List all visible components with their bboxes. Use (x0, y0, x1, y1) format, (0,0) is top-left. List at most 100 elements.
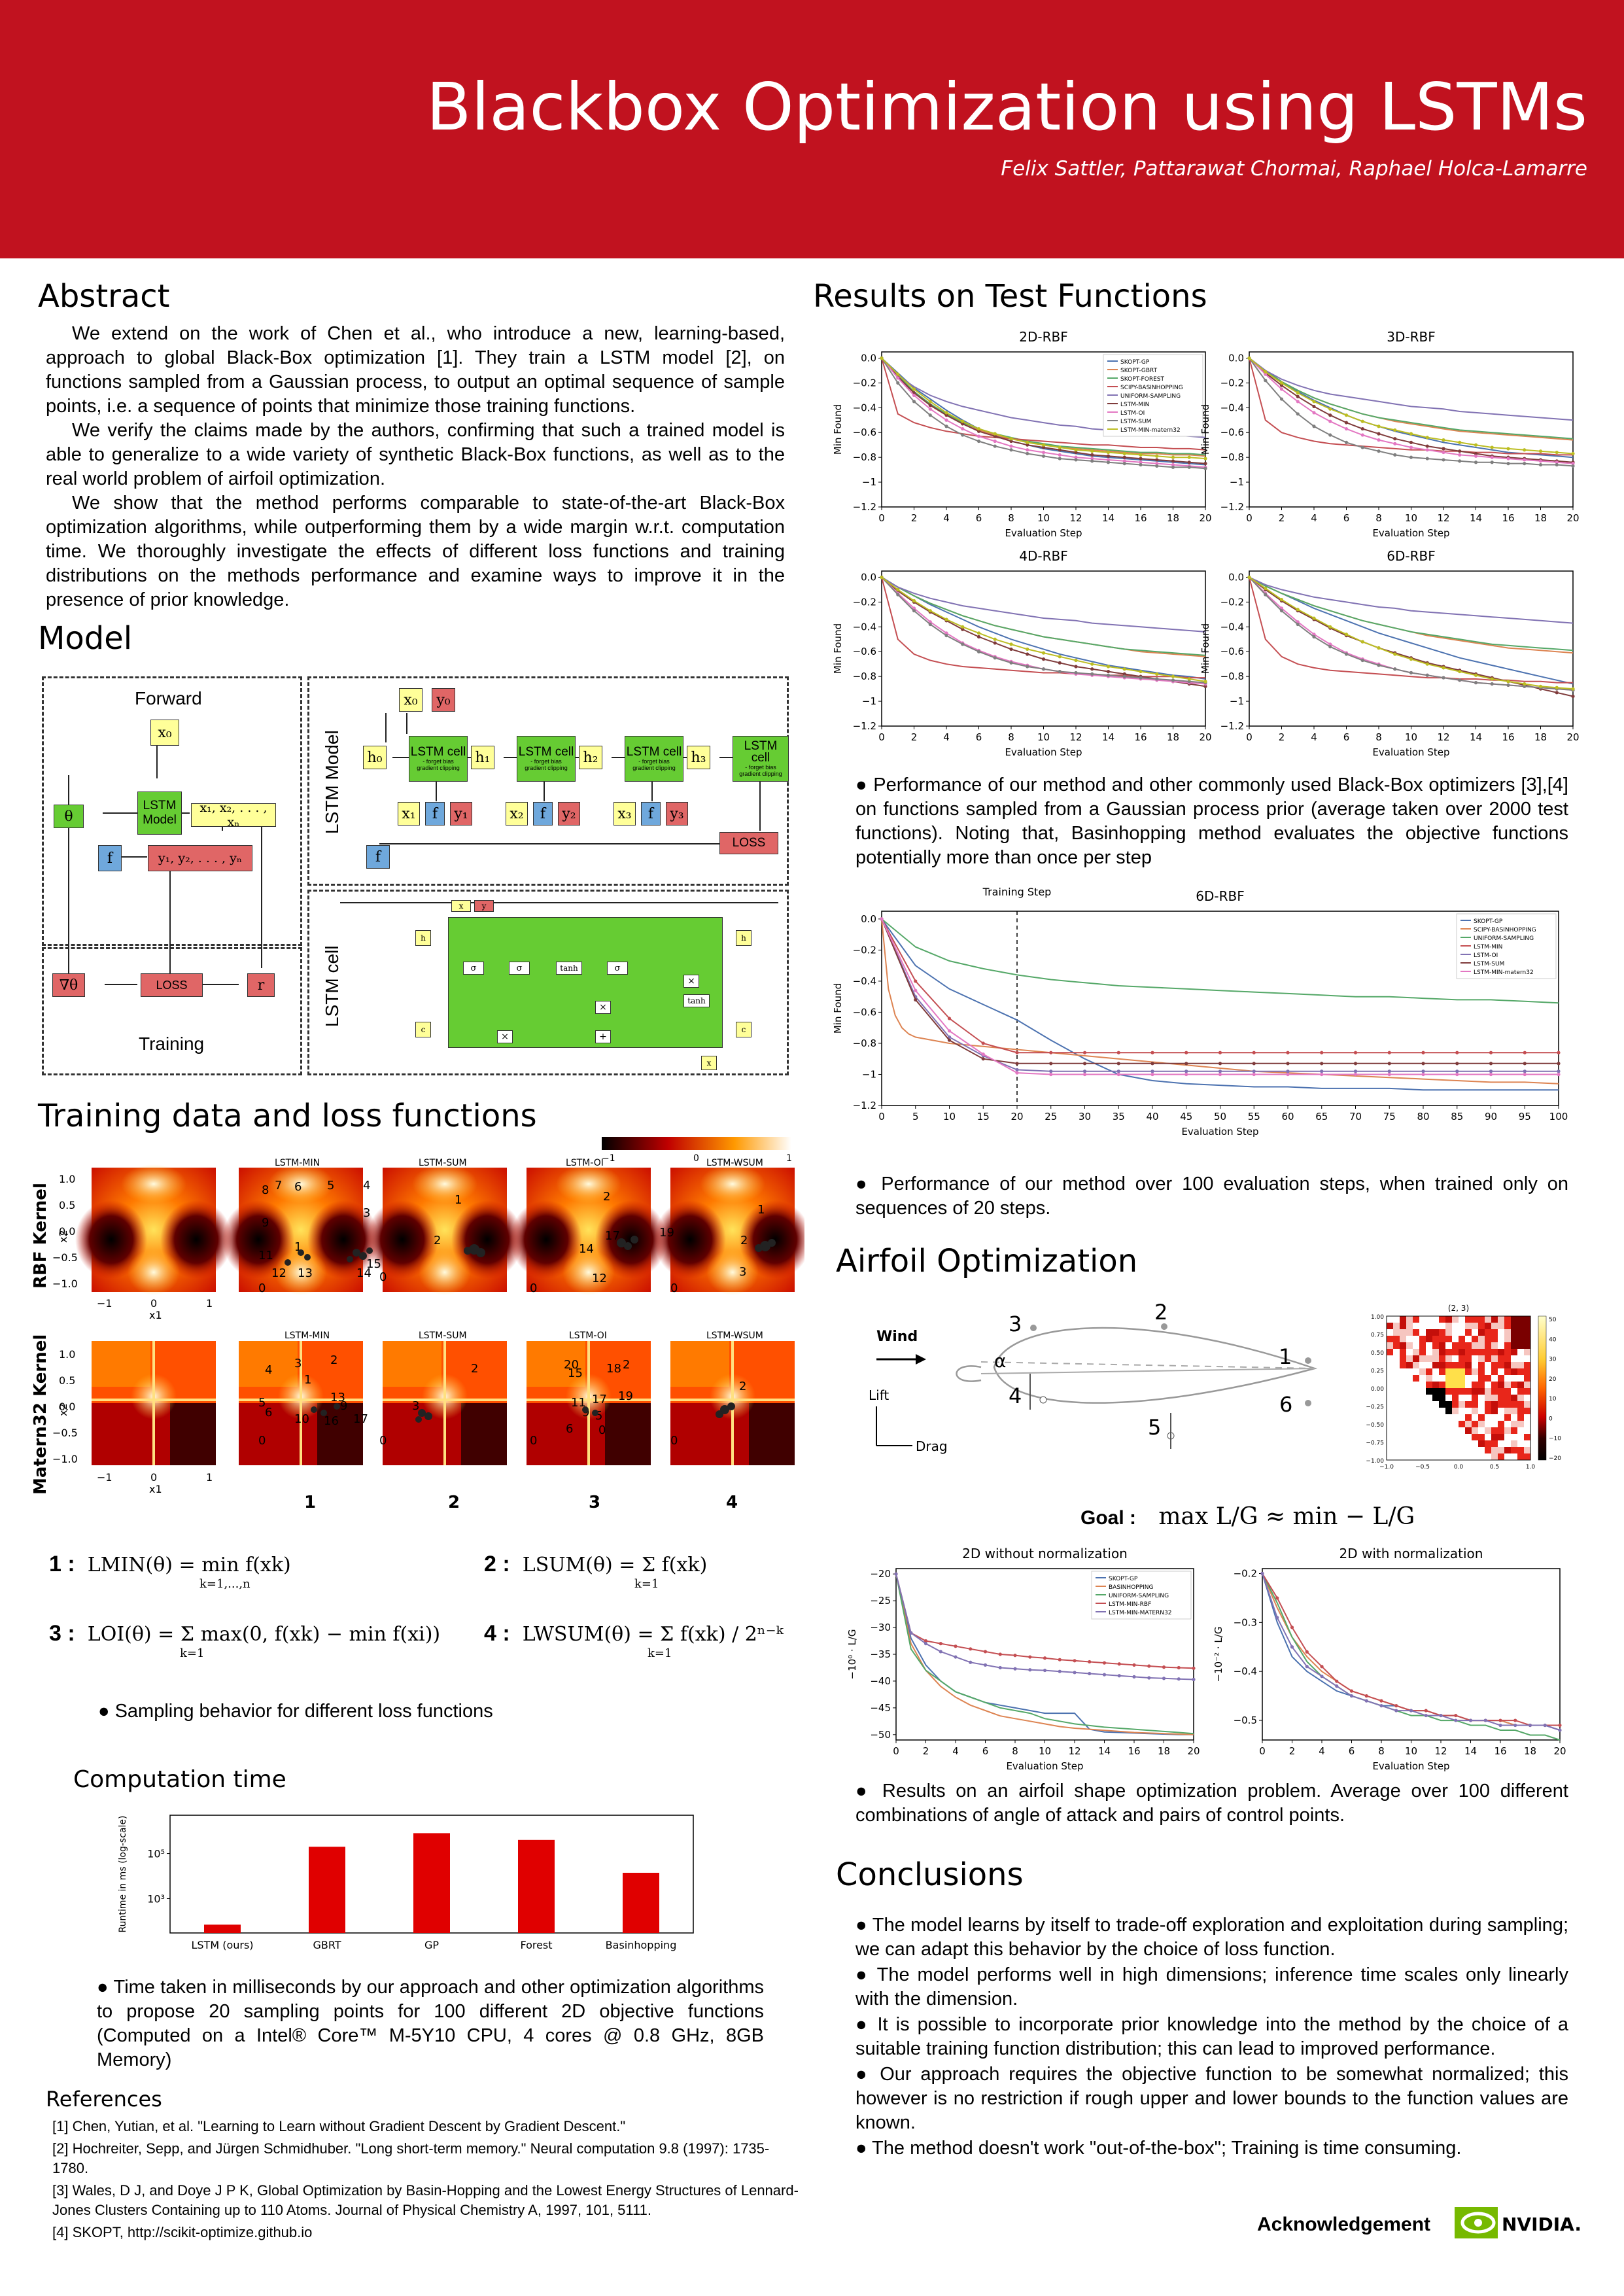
y-tick-label: −0.2 (1220, 596, 1244, 608)
y-axis-label: Min Found (1200, 404, 1211, 455)
data-point (1421, 1070, 1425, 1073)
x-tick-label: 14 (1470, 512, 1482, 524)
data-point (1264, 372, 1268, 376)
heatmap-cell (1406, 1375, 1413, 1382)
equation-rhs: Σ max(0, f(xk) − min f(xi)) (180, 1623, 441, 1646)
data-point (1506, 462, 1510, 466)
data-point (1275, 1596, 1279, 1600)
x-tick-label: 2 (1289, 1745, 1296, 1757)
heatmap-cell (1511, 1316, 1518, 1323)
data-point (1184, 1051, 1188, 1054)
heatmap-cell (1459, 1362, 1466, 1369)
x-tick-label: 4 (1311, 512, 1317, 524)
heatmap-cell (1445, 1342, 1453, 1349)
data-point (981, 1052, 985, 1056)
heatmap-cell (1452, 1395, 1459, 1402)
data-point (993, 444, 997, 448)
data-point (1279, 387, 1284, 391)
heatmap-cell (1472, 1316, 1479, 1323)
heatmap-xtick: 1.0 (1526, 1464, 1536, 1470)
x-tick-label: 16 (1494, 1745, 1506, 1757)
heatmap-cell (1517, 1447, 1525, 1454)
y-tick-label: −1.2 (1220, 720, 1244, 732)
data-point (944, 418, 948, 422)
heatmap-cell (1459, 1434, 1466, 1441)
heatmap-cell (1406, 1447, 1413, 1454)
data-point (1344, 421, 1349, 425)
data-point (1058, 453, 1062, 457)
heatmap-cell (1426, 1316, 1433, 1323)
cell-gate-sigma: σ (463, 962, 484, 975)
chart-title: 2D-RBF (1019, 329, 1067, 345)
goal-expression: max L/G ≈ min − L/G (1158, 1503, 1415, 1530)
data-point (1117, 1662, 1121, 1666)
data-point (1155, 464, 1159, 468)
x-tick-label: 16 (1502, 512, 1514, 524)
heatmap-cell (1465, 1368, 1472, 1376)
heatmap-cell (1419, 1329, 1426, 1336)
chart-2d-rbf: 2D-RBF 0 2 4 6 8 10 12 14 16 18 20 0.0 −0.2 −0.4 −0.6 −0… (832, 329, 1212, 539)
legend-entry: BASINHOPPING (1109, 1584, 1154, 1591)
equation-rhs: Σ f(xk) (641, 1554, 708, 1576)
data-point (1349, 1694, 1354, 1698)
heatmap-cell (1445, 1388, 1453, 1395)
data-point (1082, 1051, 1087, 1054)
equation-4: 4 : LWSUM(θ) = Σ f(xk) / 2ⁿ⁻ᵏ k=1 (484, 1621, 784, 1660)
data-point (1116, 1070, 1120, 1073)
x-tick-label: 10 (943, 1111, 956, 1122)
data-point (1058, 457, 1062, 461)
heatmap-cell (1465, 1414, 1472, 1421)
heatmap-cell (1511, 1375, 1518, 1382)
series-line (1249, 576, 1574, 685)
x-tick-label: 65 (1315, 1111, 1328, 1122)
data-point (1393, 652, 1397, 656)
data-point (1571, 464, 1575, 468)
heatmap-cell (1465, 1336, 1472, 1343)
data-point (1192, 1677, 1196, 1682)
x-tick-label: 4 (943, 512, 950, 524)
data-point (1490, 455, 1494, 459)
svg-text:1: 1 (455, 1193, 462, 1207)
data-point (1203, 466, 1207, 470)
heatmap-cell (1485, 1427, 1492, 1435)
data-point (1425, 448, 1429, 452)
data-point (1026, 652, 1029, 656)
lstm-cell-3: LSTM cell - forget bias gradient clipping (625, 736, 683, 782)
heatmap-cell (1472, 1414, 1479, 1421)
series-line (1249, 577, 1573, 684)
data-point (1360, 433, 1364, 437)
data-point (1041, 445, 1046, 449)
heatmap-cell (1478, 1349, 1485, 1356)
heatmap-cell (1511, 1336, 1518, 1343)
heatmap-cell (1406, 1342, 1413, 1349)
heatmap-cell (1491, 1434, 1498, 1441)
data-point (961, 625, 965, 629)
data-point (1474, 454, 1478, 458)
data-point (1139, 462, 1143, 467)
data-point (1557, 1051, 1561, 1054)
lstm-y0: y₀ (432, 688, 455, 712)
heatmap-cell (1478, 1382, 1485, 1389)
heatmap-cell (1413, 1408, 1420, 1415)
heatmap-cell (1400, 1395, 1407, 1402)
heatmap-cell (1406, 1323, 1413, 1330)
data-point (1458, 459, 1462, 463)
data-point (928, 620, 932, 624)
heatmap-cell (1439, 1401, 1446, 1408)
data-point (1320, 1051, 1324, 1054)
lstm-h3: h₃ (687, 746, 710, 769)
heatmap-cell (1400, 1421, 1407, 1428)
data-point (1009, 448, 1013, 452)
x-tick-label: 4 (1319, 1745, 1325, 1757)
data-point (976, 434, 981, 438)
x-tick-label: 16 (1134, 731, 1147, 743)
heatmap-cell (1419, 1401, 1426, 1408)
data-point (1106, 669, 1111, 674)
heatmap-cell (1406, 1395, 1413, 1402)
data-point (1328, 407, 1332, 411)
x-tick-label: 18 (1167, 512, 1179, 524)
data-point (1483, 1718, 1487, 1722)
heatmap-cell (1432, 1453, 1440, 1461)
forward-theta: θ (54, 805, 84, 828)
svg-text:15: 15 (568, 1366, 583, 1380)
